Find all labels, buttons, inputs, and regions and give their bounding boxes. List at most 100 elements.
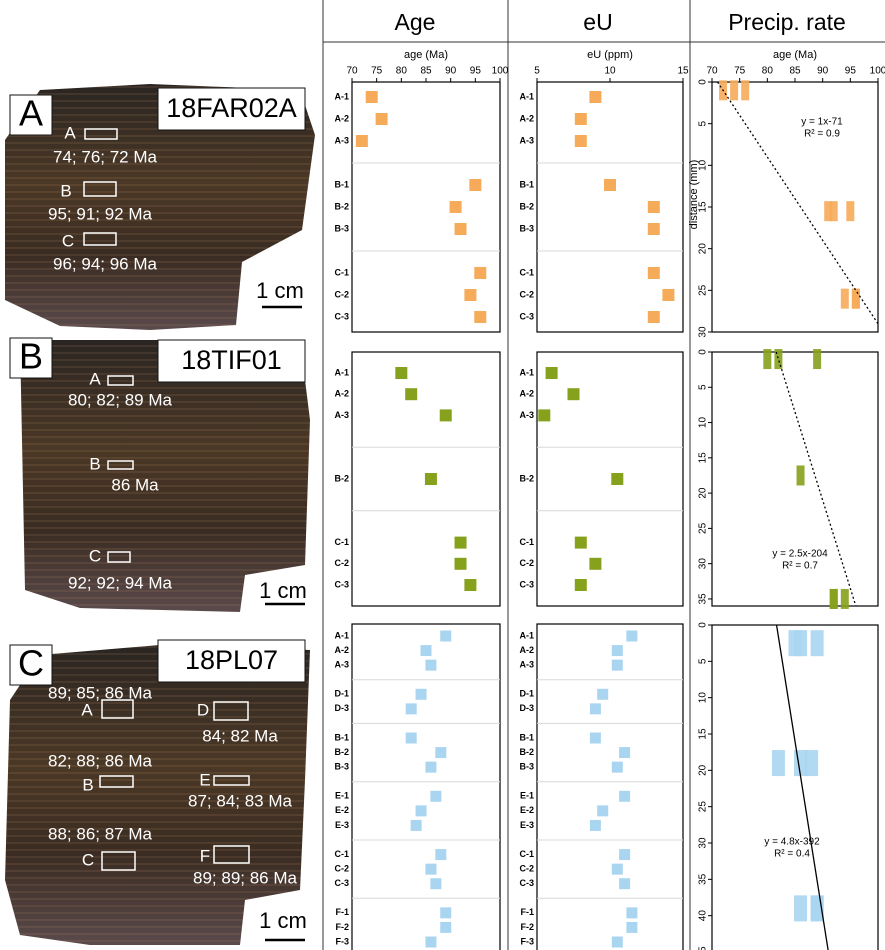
- x-tick-label: 85: [789, 66, 801, 77]
- dot: [454, 536, 467, 549]
- y-tick-label: 5: [698, 120, 709, 126]
- x-tick-label: 90: [817, 66, 829, 77]
- dot: [405, 732, 417, 744]
- panel-letter: B: [19, 336, 43, 377]
- sample-point: [846, 201, 855, 222]
- category-label: C-1: [519, 537, 534, 547]
- x-tick-label: 95: [845, 66, 857, 77]
- category-label: D-3: [519, 703, 534, 713]
- sample-point: [829, 201, 838, 222]
- sample-point: [829, 588, 838, 609]
- zone-ages: 82; 88; 86 Ma: [48, 751, 153, 770]
- dot: [589, 732, 601, 744]
- x-tick-label: 80: [762, 66, 774, 77]
- category-label: F-1: [336, 907, 350, 917]
- sample-point: [824, 201, 833, 222]
- category-label: A-1: [334, 630, 349, 640]
- category-label: C-3: [519, 579, 534, 589]
- sample-point: [813, 349, 822, 370]
- category-label: A-1: [519, 367, 534, 377]
- category-label: B-2: [519, 201, 534, 211]
- sample-point: [763, 349, 772, 370]
- dot: [420, 645, 432, 657]
- y-tick-label: 25: [698, 801, 709, 813]
- zone-outline: [107, 460, 134, 470]
- category-label: A-1: [334, 367, 349, 377]
- dot: [375, 113, 388, 125]
- dot: [440, 630, 452, 642]
- sample-point: [805, 750, 819, 777]
- fit-line: [716, 82, 878, 325]
- dot: [589, 557, 602, 570]
- y-tick-label: 40: [698, 910, 709, 922]
- category-label: A-1: [519, 630, 534, 640]
- sample-name: 18FAR02A: [166, 93, 297, 123]
- category-label: A-1: [334, 91, 349, 101]
- category-label: C-2: [334, 558, 349, 568]
- category-label: E-1: [335, 791, 349, 801]
- category-label: A-2: [519, 389, 534, 399]
- category-label: C-2: [334, 289, 349, 299]
- plot-frame: [536, 351, 684, 607]
- category-label: E-2: [335, 805, 349, 815]
- panel-letter-box: [9, 94, 53, 136]
- dot: [424, 473, 437, 485]
- dot: [440, 907, 452, 919]
- zone-label: B: [82, 775, 93, 794]
- panel-letter: C: [18, 643, 44, 684]
- x-tick-label: 90: [445, 66, 457, 77]
- y-tick-label: 15: [698, 728, 709, 740]
- zone-ages: 95; 91; 92 Ma: [48, 204, 153, 223]
- category-label: B-3: [519, 762, 534, 772]
- dot: [415, 688, 427, 700]
- category-label: B-2: [334, 747, 349, 757]
- zone-label: E: [199, 770, 210, 789]
- category-label: E-3: [520, 820, 534, 830]
- category-label: B-1: [334, 179, 349, 189]
- sample-point: [730, 80, 739, 101]
- scale-label: 1 cm: [259, 908, 307, 933]
- dot: [545, 367, 558, 379]
- scale-label: 1 cm: [259, 578, 307, 603]
- zone-outline: [84, 128, 118, 140]
- y-axis-label: distance (mm): [688, 160, 700, 230]
- x-tick-label: 10: [604, 66, 616, 77]
- x-tick-label: 100: [492, 66, 509, 77]
- y-tick-label: 10: [698, 692, 709, 704]
- dot: [474, 267, 487, 279]
- zone-label: A: [81, 700, 93, 719]
- category-label: B-2: [519, 747, 534, 757]
- category-label: C-2: [334, 864, 349, 874]
- sample-point: [851, 288, 860, 309]
- dot: [454, 557, 467, 570]
- zone-label: B: [60, 181, 71, 200]
- dot: [464, 289, 477, 301]
- sample-name: 18TIF01: [181, 345, 282, 375]
- y-tick-label: 10: [698, 159, 709, 171]
- column-frame: [322, 0, 885, 950]
- fit-line: [775, 352, 857, 606]
- sample-point: [840, 588, 849, 609]
- zone-ages: 88; 86; 87 Ma: [48, 824, 153, 843]
- fit-equation: y = 2.5x-204: [772, 549, 828, 560]
- dot: [538, 409, 551, 422]
- x-tick-label: 75: [371, 66, 383, 77]
- category-label: A-3: [334, 410, 349, 420]
- category-label: C-1: [519, 267, 534, 277]
- y-tick-label: 20: [698, 487, 709, 499]
- x-tick-label: 80: [396, 66, 408, 77]
- plot-frame: [711, 624, 879, 950]
- sample-name-box: [157, 87, 306, 131]
- x-tick-label: 70: [706, 66, 718, 77]
- x-axis-label: age (Ma): [404, 49, 448, 61]
- zone-outline: [101, 699, 134, 719]
- category-label: E-2: [520, 805, 534, 815]
- dot: [647, 201, 660, 213]
- fit-r2: R² = 0.4: [774, 849, 810, 860]
- dot: [355, 135, 368, 147]
- category-label: E-3: [335, 820, 349, 830]
- category-label: C-2: [519, 864, 534, 874]
- dot: [574, 536, 587, 549]
- dot: [405, 388, 418, 401]
